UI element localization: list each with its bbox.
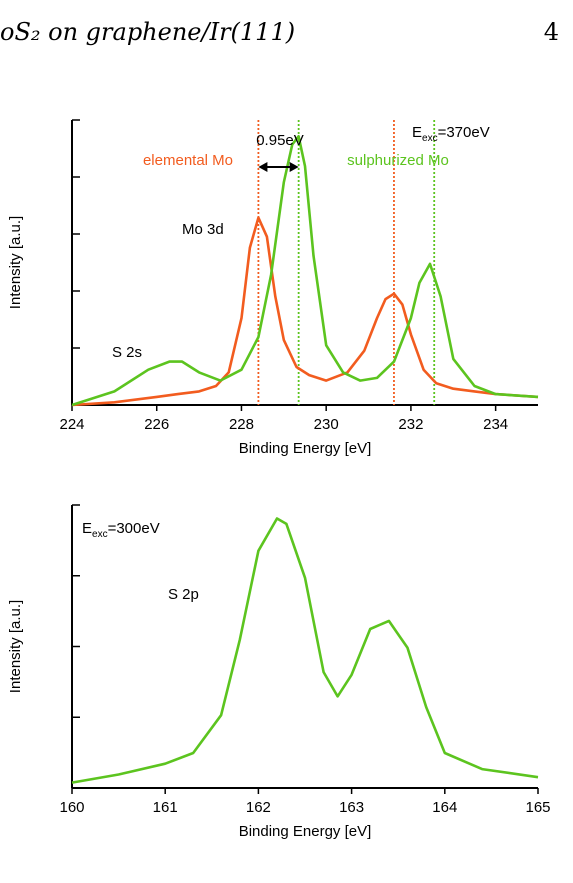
energy-annotation: Eexc=300eV — [82, 520, 160, 540]
x-tick-label: 164 — [432, 799, 457, 816]
page-header: oS₂ on graphene/Ir(111) 4 — [0, 18, 573, 58]
shift-arrow-left-head — [258, 162, 268, 172]
x-tick-label: 226 — [144, 416, 169, 433]
page-number: 4 — [543, 18, 559, 46]
y-axis-label: Intensity [a.u.] — [7, 216, 24, 309]
series-line-0 — [71, 216, 539, 407]
y-axis-label: Intensity [a.u.] — [7, 600, 24, 693]
s2s-label: S 2s — [112, 344, 142, 361]
x-tick-label: 162 — [246, 799, 271, 816]
energy-annotation: Eexc=370eV — [412, 124, 490, 144]
x-tick-label: 163 — [339, 799, 364, 816]
x-tick-label: 232 — [398, 416, 423, 433]
x-tick-label: 160 — [59, 799, 84, 816]
series-line-0 — [71, 517, 539, 784]
elemental-mo-label: elemental Mo — [143, 152, 233, 169]
shift-arrow-right-head — [289, 162, 299, 172]
shift-annotation: 0.95eV — [256, 132, 304, 149]
x-tick-label: 224 — [59, 416, 84, 433]
series-line-1 — [71, 135, 539, 407]
s2p-label: S 2p — [168, 586, 199, 603]
mo3d-label: Mo 3d — [182, 221, 224, 238]
x-tick-label: 228 — [229, 416, 254, 433]
x-tick-label: 165 — [525, 799, 550, 816]
x-tick-label: 234 — [483, 416, 508, 433]
x-axis-label: Binding Energy [eV] — [239, 823, 372, 840]
x-tick-label: 230 — [314, 416, 339, 433]
x-tick-label: 161 — [153, 799, 178, 816]
x-axis-label: Binding Energy [eV] — [239, 440, 372, 457]
sulphurized-mo-label: sulphurized Mo — [347, 152, 449, 169]
running-title: oS₂ on graphene/Ir(111) — [0, 18, 296, 46]
